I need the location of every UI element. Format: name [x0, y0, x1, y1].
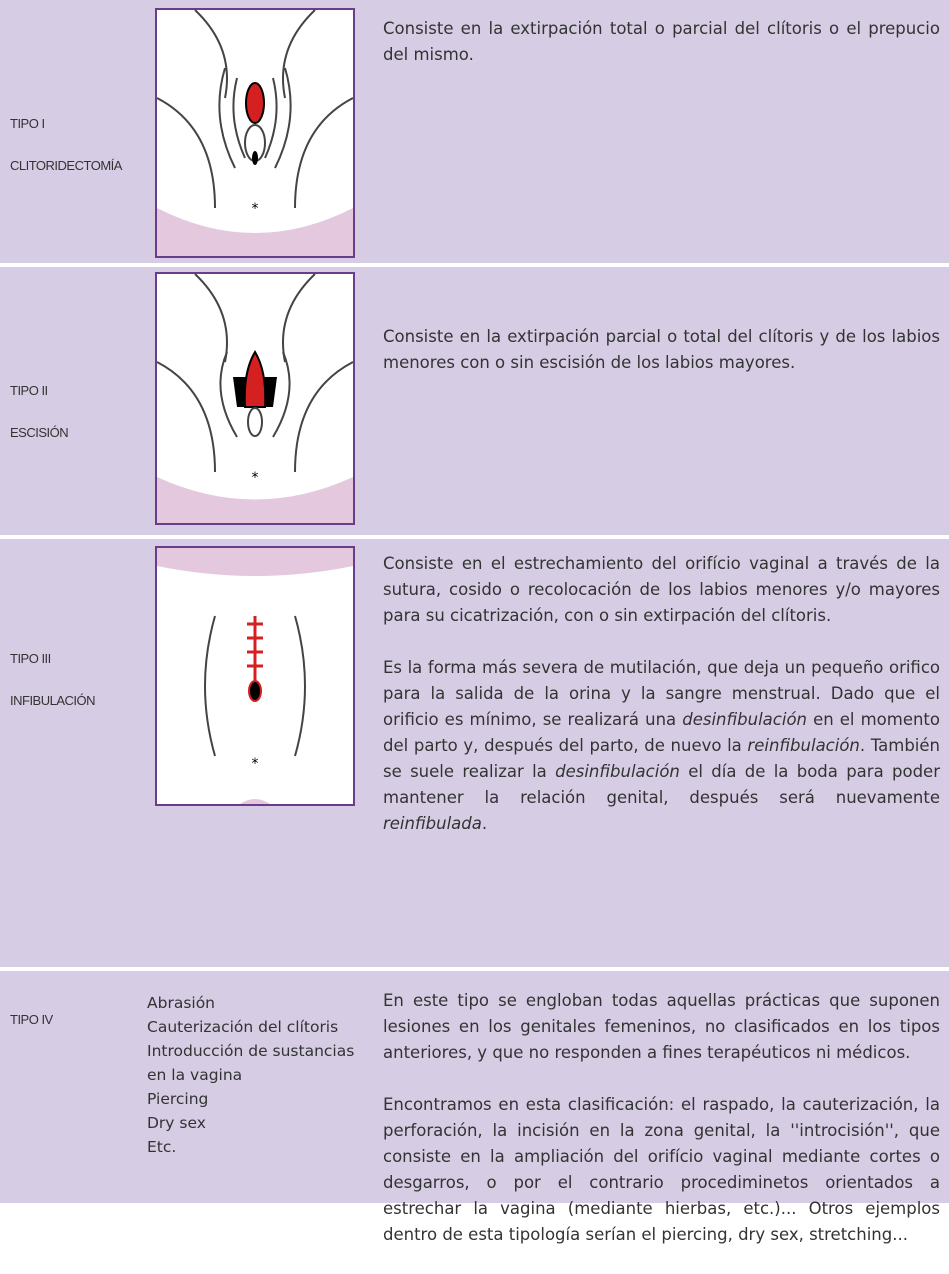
list-item: Dry sex	[147, 1114, 206, 1132]
text-run: . También se suele realizar la	[383, 736, 940, 781]
paragraph: En este tipo se engloban todas aquellas …	[383, 988, 940, 1066]
list: Abrasión Cauterización del clítoris Introd…	[147, 991, 357, 1159]
description: Consiste en la extirpación total o parci…	[383, 16, 940, 94]
list-item: Cauterización del clítoris	[147, 1018, 339, 1036]
illustration: *	[155, 272, 355, 525]
name: CLITORIDECTOMÍA	[10, 158, 122, 173]
paragraph: Encontramos en esta clasificación: el ra…	[383, 1092, 940, 1248]
list-item: Introducción de sustancias en la vagina	[147, 1042, 355, 1084]
text-run: .	[481, 814, 488, 833]
type: TIPO II	[10, 383, 48, 398]
paragraph: Consiste en el estrechamiento del orifíc…	[383, 551, 940, 629]
name: INFIBULACIÓN	[10, 693, 96, 708]
paragraph: Es la forma más severa de mutilación, qu…	[383, 655, 940, 837]
text-run: desinfibulación	[555, 762, 680, 781]
text-run: reinfibulación	[747, 736, 860, 755]
page: TIPO I CLITORIDECTOMÍA * Consiste en la …	[0, 0, 949, 1244]
paragraph: Consiste en la extirpación total o parci…	[383, 16, 940, 68]
paragraph: Consiste en la extirpación parcial o tot…	[383, 324, 940, 376]
text-run: Consiste en la extirpación total o parci…	[383, 19, 940, 64]
text-run: Consiste en el estrechamiento del orifíc…	[383, 554, 940, 625]
svg-text:*: *	[252, 756, 259, 772]
text-run: Es la forma más severa de mutilación, qu…	[383, 658, 940, 729]
row: TIPO III INFIBULACIÓN * Consiste en el e…	[0, 539, 949, 967]
text-run: el día de la boda para poder mantener la…	[383, 762, 940, 807]
name: ESCISIÓN	[10, 425, 69, 440]
list-item: Etc.	[147, 1138, 177, 1156]
description: Consiste en el estrechamiento del orifíc…	[383, 551, 940, 863]
illustration: *	[155, 8, 355, 258]
list-item: Piercing	[147, 1090, 209, 1108]
illustration: *	[155, 546, 355, 806]
text-run: desinfibulación	[682, 710, 807, 729]
text-run: en el momento del parto y, después del p…	[383, 710, 940, 755]
row: TIPO IV Abrasión Cauterización del clítor…	[0, 971, 949, 1244]
row: TIPO II ESCISIÓN * Consiste en la extirp…	[0, 267, 949, 535]
description: Consiste en la extirpación parcial o tot…	[383, 324, 940, 402]
row: TIPO I CLITORIDECTOMÍA * Consiste en la …	[0, 0, 949, 263]
svg-text:*: *	[252, 470, 259, 486]
text-run: Consiste en la extirpación parcial o tot…	[383, 327, 940, 372]
text-run: reinfibulada	[383, 814, 482, 833]
svg-text:*: *	[252, 201, 259, 217]
type: TIPO IV	[10, 1012, 53, 1027]
text-run: En este tipo se engloban todas aquellas …	[383, 991, 940, 1062]
type: TIPO III	[10, 651, 51, 666]
list-item: Abrasión	[147, 994, 216, 1012]
description: En este tipo se engloban todas aquellas …	[383, 988, 940, 1274]
text-run: Encontramos en esta clasificación: el ra…	[383, 1095, 940, 1244]
type: TIPO I	[10, 116, 45, 131]
